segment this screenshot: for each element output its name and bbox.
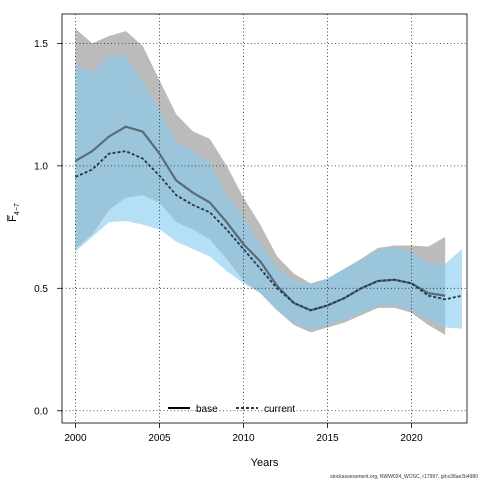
confidence-band-base	[75, 28, 446, 335]
y-axis-label: F̅4−7	[7, 203, 21, 222]
x-tick-label-2020: 2020	[400, 433, 423, 444]
y-tick-label-0.5: 0.5	[34, 284, 48, 295]
x-tick-label-2010: 2010	[232, 433, 255, 444]
x-tick-label-2005: 2005	[148, 433, 171, 444]
y-axis-label-main: F̅	[7, 214, 19, 222]
footnote: stockassessment.org, NWW024_WOSC, r17997…	[330, 474, 478, 480]
legend-label-current: current	[264, 404, 295, 415]
confidence-bands	[75, 28, 462, 335]
legend: base current	[168, 404, 295, 415]
x-tick-label-2000: 2000	[64, 433, 87, 444]
plot-frame	[61, 13, 468, 424]
series-line-current	[75, 150, 463, 312]
y-tick-label-0: 0.0	[34, 406, 48, 417]
y-axis: 0.0 0.5 1.0 1.5	[34, 39, 62, 417]
y-axis-label-subscript: 4−7	[14, 203, 21, 215]
confidence-band-current	[75, 55, 462, 330]
x-axis-label: Years	[251, 457, 279, 469]
y-tick-label-1.5: 1.5	[34, 39, 48, 50]
x-tick-label-2015: 2015	[316, 433, 339, 444]
legend-label-base: base	[196, 404, 218, 415]
x-axis: 2000 2005 2010 2015 2020	[64, 423, 423, 444]
gridlines	[62, 14, 467, 423]
series-lines	[74, 125, 463, 312]
y-tick-label-1: 1.0	[34, 161, 48, 172]
